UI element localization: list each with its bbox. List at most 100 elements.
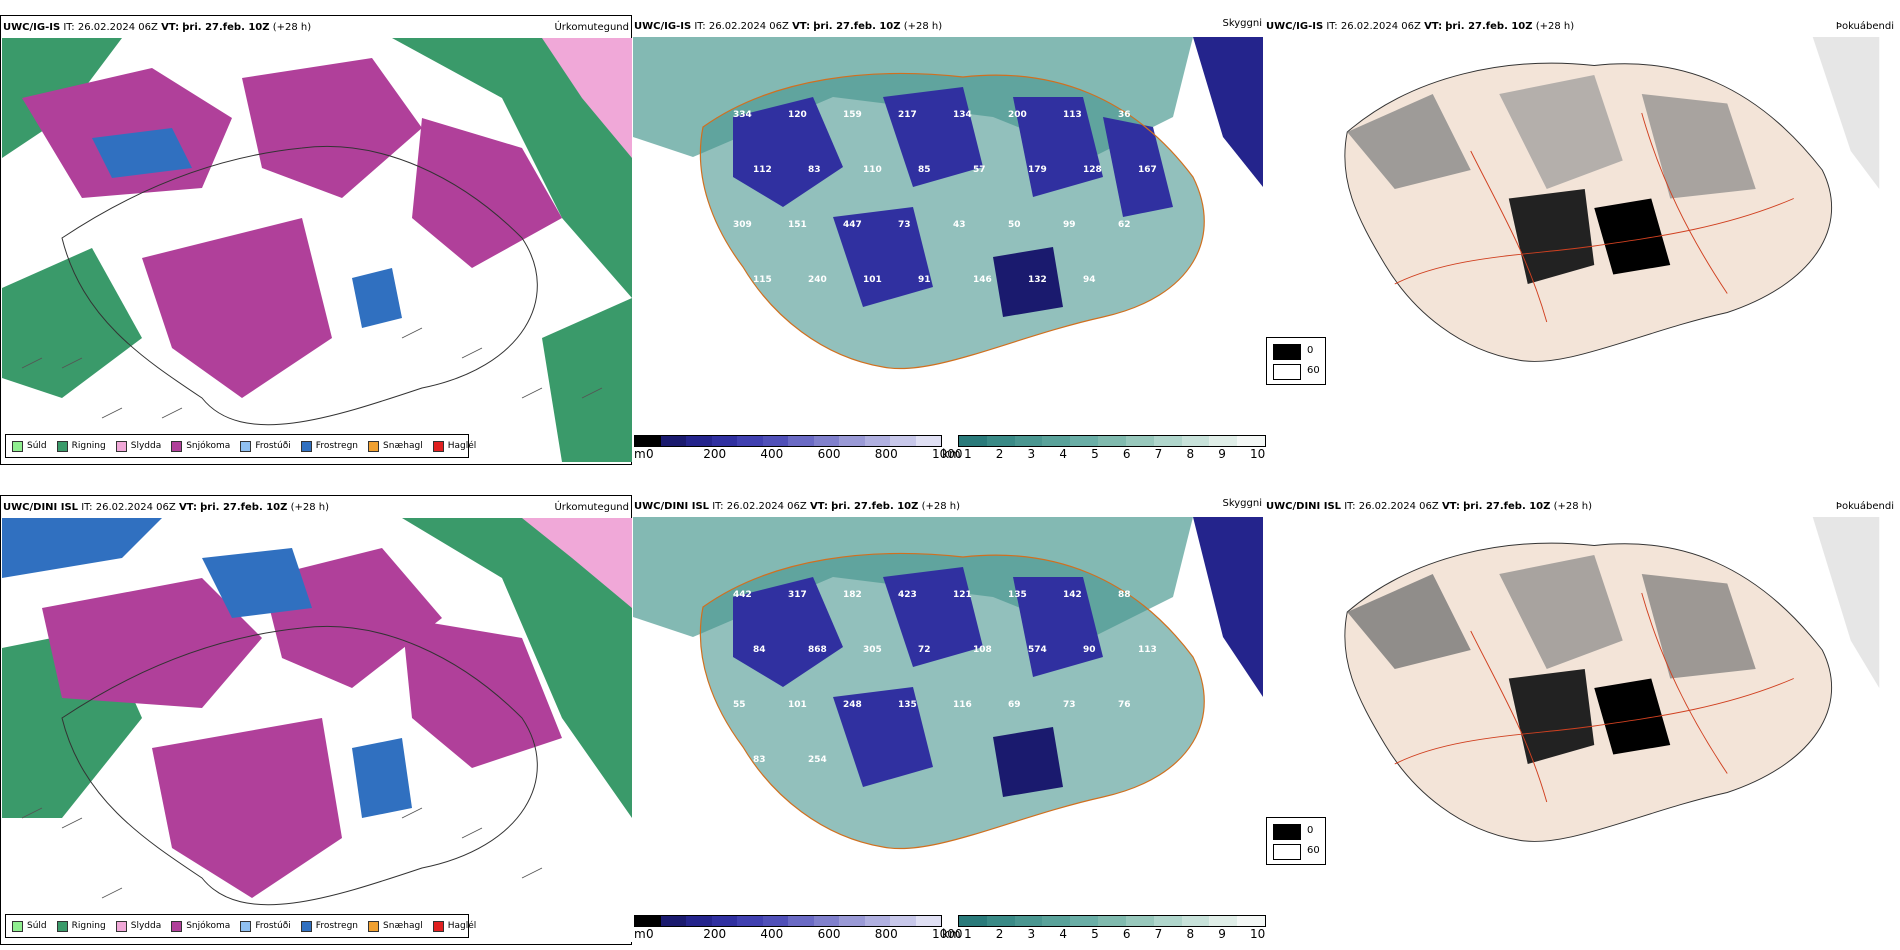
legend-swatch	[368, 920, 380, 932]
visibility-value-label: 142	[1063, 590, 1082, 600]
legend-label: Rigning	[71, 441, 106, 451]
visibility-value-label: 110	[863, 165, 882, 175]
visibility-value-label: 217	[898, 110, 917, 120]
visibility-value-label: 128	[1083, 165, 1102, 175]
precip-map	[2, 38, 632, 462]
legend-item: Súld	[12, 440, 47, 452]
colorbar-tick: 2	[995, 927, 1004, 941]
legend-label: Súld	[27, 441, 47, 451]
legend-label: Frostregn	[315, 921, 359, 931]
legend-swatch	[171, 440, 183, 452]
visibility-value-label: 108	[973, 645, 992, 655]
colorbar-segment	[959, 916, 987, 926]
colorbar-segment	[762, 436, 788, 446]
colorbar-segment	[686, 436, 712, 446]
visibility-value-label: 83	[753, 755, 766, 765]
colorbar-tick: 600	[817, 447, 841, 461]
visibility-value-label: 73	[1063, 700, 1076, 710]
visibility-value-label: 248	[843, 700, 862, 710]
colorbar-tick: 2	[995, 447, 1004, 461]
colorbar-segment	[788, 436, 814, 446]
colorbar-unit: m	[634, 927, 646, 941]
colorbar-tick: 9	[1218, 927, 1226, 941]
visibility-value-label: 120	[788, 110, 807, 120]
colorbar-segment	[986, 916, 1015, 926]
legend-item: Frostúði	[240, 440, 291, 452]
colorbar-segment	[711, 436, 737, 446]
colorbar-segment	[1042, 436, 1071, 446]
colorbar-tick: 4	[1059, 927, 1067, 941]
fog-panel-top: UWC/IG-IS IT: 26.02.2024 06Z VT: þri. 27…	[1264, 15, 1896, 465]
visibility-value-label: 62	[1118, 220, 1131, 230]
colorbar-segment	[813, 916, 839, 926]
visibility-value-label: 101	[863, 275, 882, 285]
colorbar-tick: 10	[1250, 927, 1266, 941]
panel-title: Þokuábendi	[1835, 501, 1894, 512]
visibility-value-label: 121	[953, 590, 972, 600]
legend-item: Frostregn	[300, 440, 358, 452]
legend-item: Snjókoma	[171, 440, 230, 452]
colorbar-segment	[788, 916, 814, 926]
visibility-value-label: 113	[1138, 645, 1157, 655]
colorbar-segment	[813, 436, 839, 446]
visibility-panel-bottom: UWC/DINI ISL IT: 26.02.2024 06Z VT: þri.…	[632, 495, 1266, 945]
colorbar-segment	[1181, 436, 1210, 446]
visibility-value-label: 91	[918, 275, 931, 285]
colorbar-segment	[660, 436, 686, 446]
visibility-value-label: 112	[753, 165, 772, 175]
colorbar-tick: 200	[703, 927, 727, 941]
visibility-value-label: 574	[1028, 645, 1047, 655]
colorbar-segment	[890, 436, 916, 446]
panel-header: UWC/IG-IS IT: 26.02.2024 06Z VT: þri. 27…	[3, 22, 312, 33]
legend-item: Rigning	[56, 440, 106, 452]
colorbar-tick: 6	[1122, 447, 1131, 461]
colorbar-segment	[1042, 916, 1071, 926]
visibility-value-label: 84	[753, 645, 766, 655]
visibility-value-label: 115	[753, 275, 772, 285]
colorbar-segment	[1098, 436, 1126, 446]
colorbar-segment	[1237, 436, 1265, 446]
colorbar-tick: 7	[1154, 447, 1163, 461]
fog-key: 0 60	[1266, 337, 1326, 385]
visibility-value-label: 447	[843, 220, 862, 230]
legend-item: Slydda	[115, 920, 162, 932]
colorbar-segment	[737, 436, 763, 446]
legend-item: Slydda	[115, 440, 161, 452]
visibility-map: 334 120 159 217 134 200 113 36 112 83 110 85 57 179 12…	[633, 37, 1263, 437]
visibility-value-label: 423	[898, 590, 917, 600]
colorbar-km	[958, 915, 1266, 927]
visibility-value-label: 159	[843, 110, 862, 120]
visibility-value-label: 305	[863, 645, 882, 655]
legend-swatch	[115, 440, 127, 452]
visibility-map: 442 317 182 423 121 135 142 88 84 868 305 72 108 574 9…	[633, 517, 1263, 917]
colorbar-tick: 1	[964, 447, 972, 461]
visibility-value-label: 76	[1118, 700, 1131, 710]
panel-title: Skyggni	[1222, 18, 1262, 29]
legend-swatch	[240, 440, 252, 452]
legend-label: Rigning	[71, 921, 106, 931]
colorbar-segment	[864, 916, 890, 926]
visibility-value-label: 101	[788, 700, 807, 710]
legend-swatch	[12, 440, 23, 452]
colorbar-tick: 600	[817, 927, 841, 941]
colorbar-tick: 4	[1059, 447, 1067, 461]
legend-label: Slydda	[130, 921, 162, 931]
panel-header: UWC/DINI ISL IT: 26.02.2024 06Z VT: þri.…	[634, 501, 961, 512]
colorbar-tick: 0	[646, 927, 654, 941]
visibility-value-label: 442	[733, 590, 752, 600]
colorbar-segment	[1070, 436, 1099, 446]
legend-swatch	[12, 920, 23, 932]
colorbar-segment	[1125, 916, 1154, 926]
visibility-value-label: 116	[953, 700, 972, 710]
colorbar-unit: m	[634, 447, 646, 461]
precip-type-panel-top: UWC/IG-IS IT: 26.02.2024 06Z VT: þri. 27…	[0, 15, 632, 465]
visibility-value-label: 317	[788, 590, 807, 600]
colorbar-segment	[1209, 436, 1238, 446]
colorbar-segment	[635, 436, 661, 446]
colorbar-tick: 5	[1091, 447, 1099, 461]
visibility-value-label: 90	[1083, 645, 1096, 655]
colorbar-km	[958, 435, 1266, 447]
visibility-value-label: 182	[843, 590, 862, 600]
colorbar-tick: 200	[703, 447, 727, 461]
legend-item: Rigning	[56, 920, 106, 932]
